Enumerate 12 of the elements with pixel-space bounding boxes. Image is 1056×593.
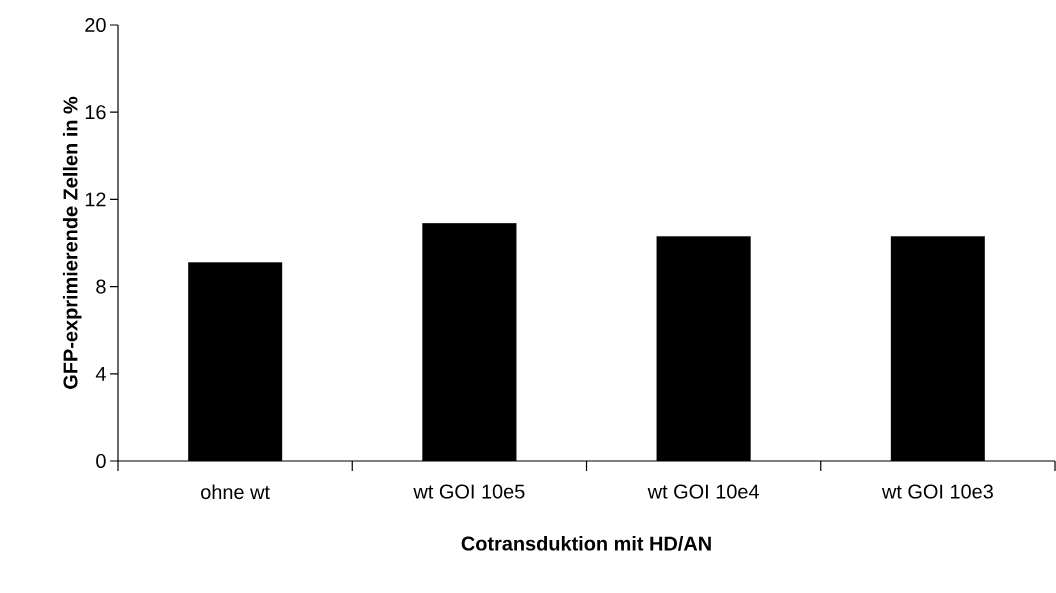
x-tick-label: wt GOI 10e3	[881, 484, 993, 499]
y-tick-label: 20	[85, 17, 106, 33]
y-tick-label: 0	[96, 453, 106, 469]
x-axis-title: Cotransduktion mit HD/AN	[461, 535, 711, 551]
y-tick-label: 16	[85, 105, 106, 120]
y-tick-label: 4	[95, 366, 106, 381]
y-tick-label: 12	[85, 192, 106, 207]
y-tick-label: 8	[96, 279, 106, 294]
y-axis-title: GFP-exprimierende Zellen in %	[62, 96, 82, 389]
x-tick-label: wt GOI 10e5	[413, 484, 525, 499]
x-tick-label: wt GOI 10e4	[647, 484, 759, 499]
x-tick-label: ohne wt	[201, 484, 270, 500]
